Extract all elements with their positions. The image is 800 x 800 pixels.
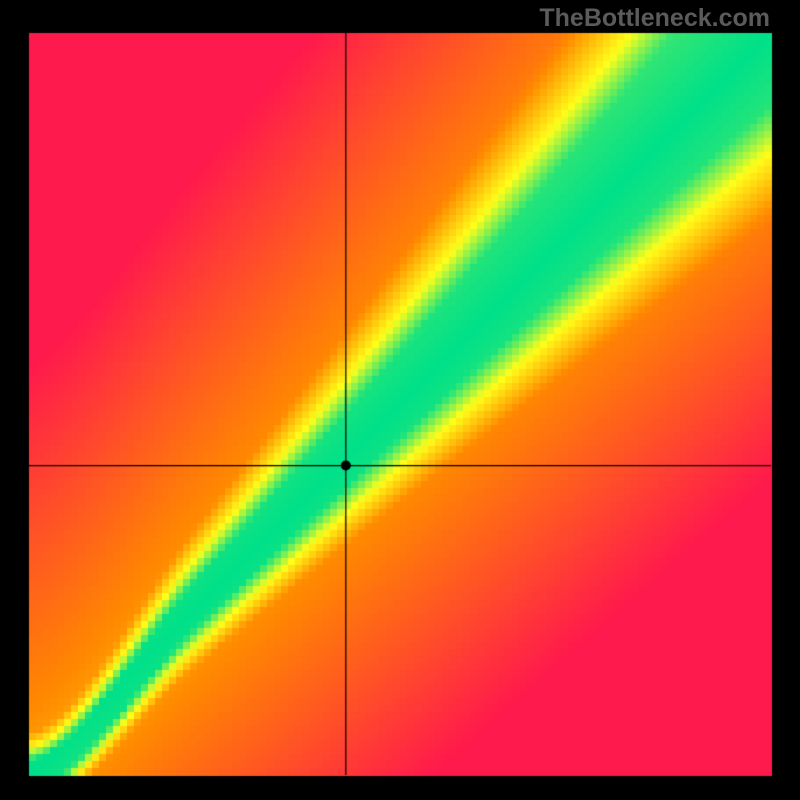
watermark-text: TheBottleneck.com [539,4,770,33]
chart-container: TheBottleneck.com [0,0,800,800]
bottleneck-heatmap [0,0,800,800]
